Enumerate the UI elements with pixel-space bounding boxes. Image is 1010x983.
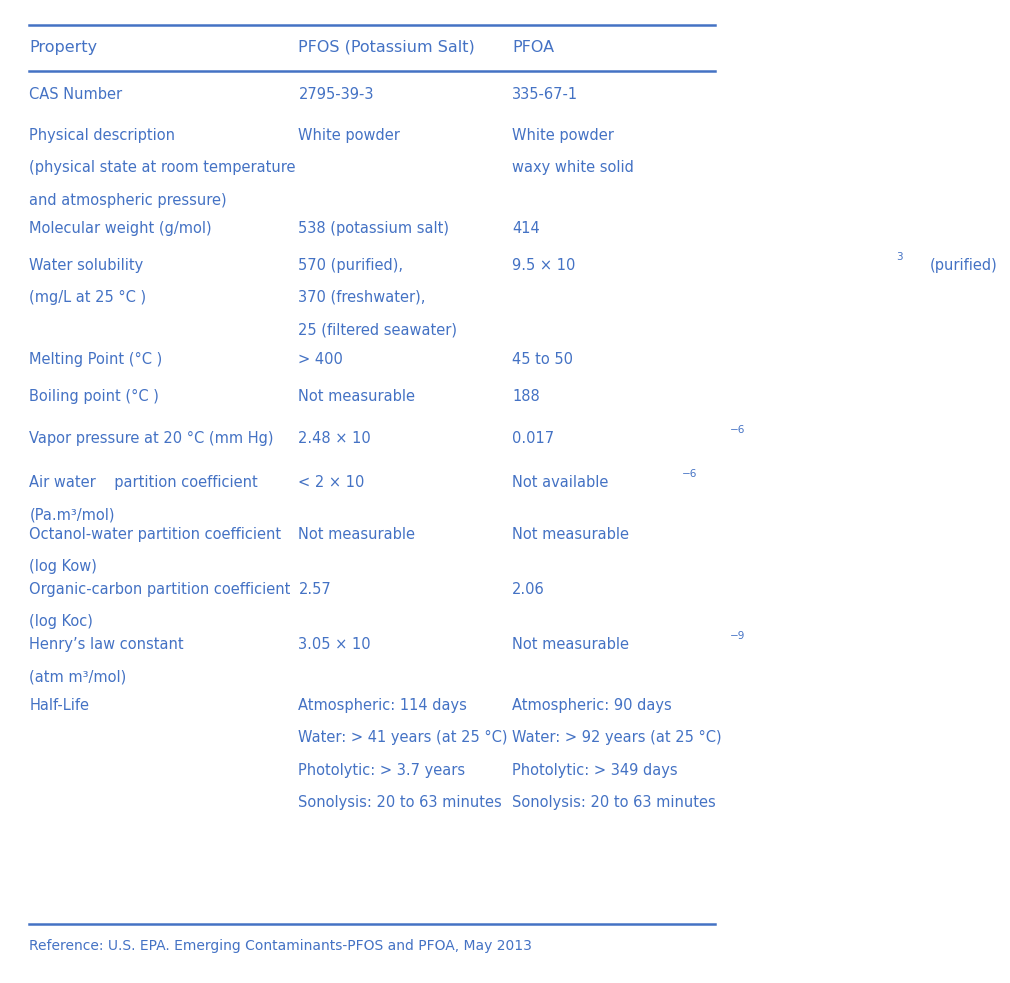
Text: (purified): (purified) (930, 258, 998, 272)
Text: 335-67-1: 335-67-1 (512, 87, 579, 101)
Text: and atmospheric pressure): and atmospheric pressure) (29, 193, 227, 207)
Text: White powder: White powder (299, 128, 400, 143)
Text: Not available: Not available (512, 475, 609, 490)
Text: > 400: > 400 (299, 352, 343, 367)
Text: (log Kow): (log Kow) (29, 559, 97, 574)
Text: Not measurable: Not measurable (512, 527, 629, 542)
Text: waxy white solid: waxy white solid (512, 160, 634, 175)
Text: Physical description: Physical description (29, 128, 176, 143)
Text: Vapor pressure at 20 °C (mm Hg): Vapor pressure at 20 °C (mm Hg) (29, 431, 274, 445)
Text: (log Koc): (log Koc) (29, 614, 93, 629)
Text: Octanol-water partition coefficient: Octanol-water partition coefficient (29, 527, 282, 542)
Text: Boiling point (°C ): Boiling point (°C ) (29, 389, 160, 404)
Text: 0.017: 0.017 (512, 431, 554, 445)
Text: Not measurable: Not measurable (299, 527, 415, 542)
Text: < 2 × 10: < 2 × 10 (299, 475, 365, 490)
Text: 25 (filtered seawater): 25 (filtered seawater) (299, 322, 458, 337)
Text: Air water    partition coefficient: Air water partition coefficient (29, 475, 259, 490)
Text: 3.05 × 10: 3.05 × 10 (299, 637, 371, 652)
Text: 2.06: 2.06 (512, 582, 545, 597)
Text: Sonolysis: 20 to 63 minutes: Sonolysis: 20 to 63 minutes (299, 795, 502, 810)
Text: Henry’s law constant: Henry’s law constant (29, 637, 184, 652)
Text: (physical state at room temperature: (physical state at room temperature (29, 160, 296, 175)
Text: Half-Life: Half-Life (29, 698, 90, 713)
Text: 2795-39-3: 2795-39-3 (299, 87, 374, 101)
Text: Water: > 41 years (at 25 °C): Water: > 41 years (at 25 °C) (299, 730, 508, 745)
Text: 9.5 × 10: 9.5 × 10 (512, 258, 576, 272)
Text: 570 (purified),: 570 (purified), (299, 258, 403, 272)
Text: 2.57: 2.57 (299, 582, 331, 597)
Text: Atmospheric: 114 days: Atmospheric: 114 days (299, 698, 468, 713)
Text: Water: > 92 years (at 25 °C): Water: > 92 years (at 25 °C) (512, 730, 722, 745)
Text: Molecular weight (g/mol): Molecular weight (g/mol) (29, 221, 212, 236)
Text: (atm m³/mol): (atm m³/mol) (29, 669, 126, 684)
Text: Photolytic: > 3.7 years: Photolytic: > 3.7 years (299, 763, 466, 778)
Text: 45 to 50: 45 to 50 (512, 352, 573, 367)
Text: Not measurable: Not measurable (299, 389, 415, 404)
Text: Water solubility: Water solubility (29, 258, 143, 272)
Text: −9: −9 (730, 631, 745, 641)
Text: PFOA: PFOA (512, 39, 554, 55)
Text: −6: −6 (682, 469, 698, 479)
Text: PFOS (Potassium Salt): PFOS (Potassium Salt) (299, 39, 476, 55)
Text: Photolytic: > 349 days: Photolytic: > 349 days (512, 763, 678, 778)
Text: White powder: White powder (512, 128, 614, 143)
Text: Reference: U.S. EPA. Emerging Contaminants-PFOS and PFOA, May 2013: Reference: U.S. EPA. Emerging Contaminan… (29, 939, 532, 953)
Text: Melting Point (°C ): Melting Point (°C ) (29, 352, 163, 367)
Text: 538 (potassium salt): 538 (potassium salt) (299, 221, 449, 236)
Text: (mg/L at 25 °C ): (mg/L at 25 °C ) (29, 290, 146, 305)
Text: 3: 3 (896, 252, 903, 261)
Text: −6: −6 (730, 425, 745, 434)
Text: (Pa.m³/mol): (Pa.m³/mol) (29, 507, 115, 522)
Text: CAS Number: CAS Number (29, 87, 122, 101)
Text: Not measurable: Not measurable (512, 637, 629, 652)
Text: 188: 188 (512, 389, 540, 404)
Text: Property: Property (29, 39, 98, 55)
Text: 370 (freshwater),: 370 (freshwater), (299, 290, 426, 305)
Text: Atmospheric: 90 days: Atmospheric: 90 days (512, 698, 672, 713)
Text: 2.48 × 10: 2.48 × 10 (299, 431, 372, 445)
Text: 414: 414 (512, 221, 540, 236)
Text: Organic-carbon partition coefficient: Organic-carbon partition coefficient (29, 582, 291, 597)
Text: Sonolysis: 20 to 63 minutes: Sonolysis: 20 to 63 minutes (512, 795, 716, 810)
